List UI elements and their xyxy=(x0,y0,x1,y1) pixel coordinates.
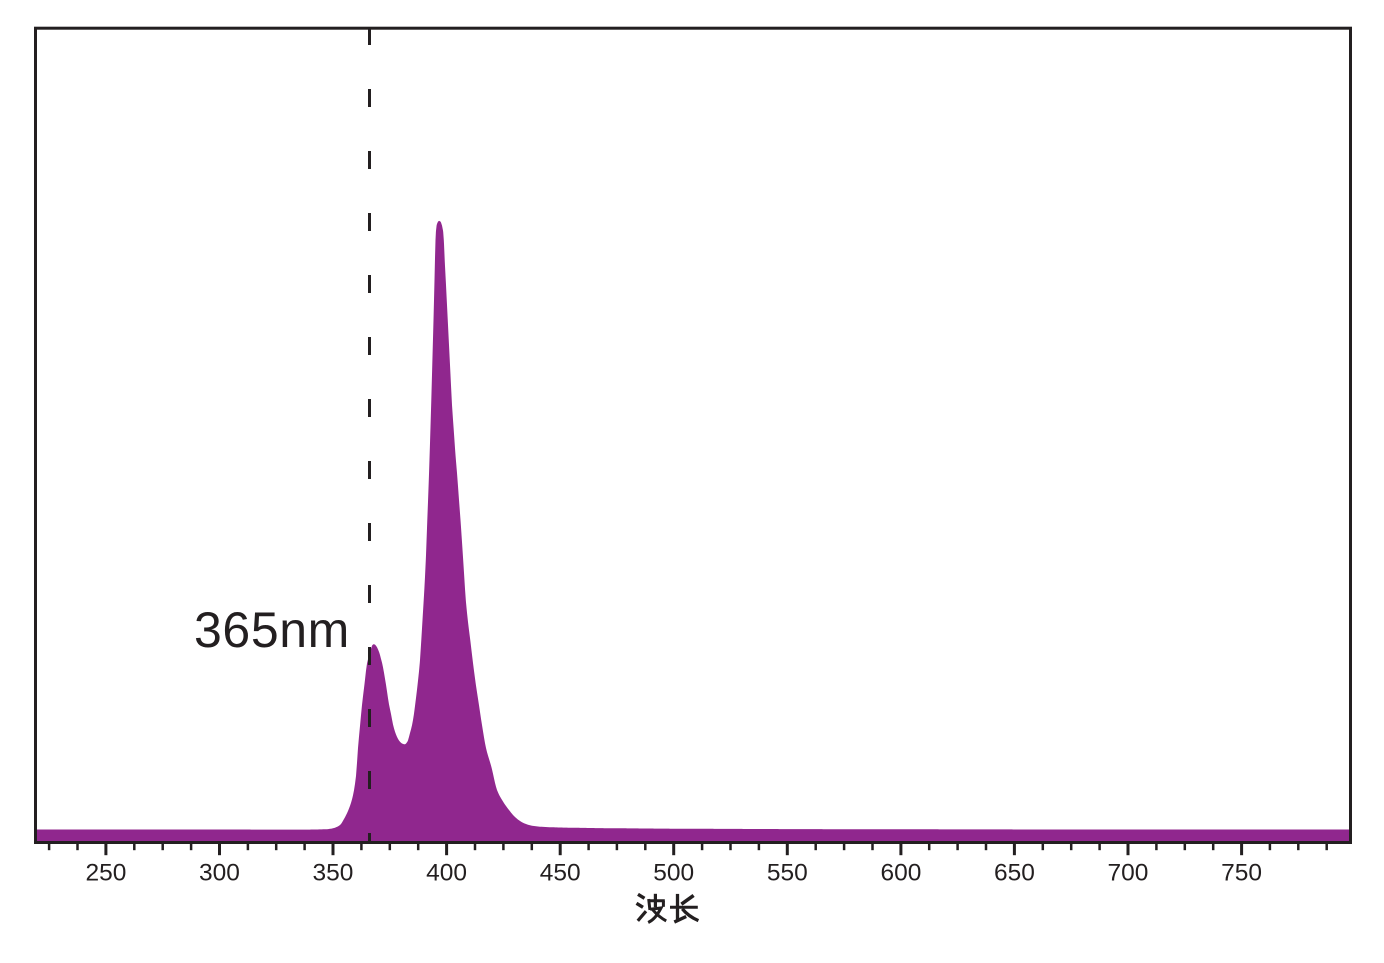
svg-text:600: 600 xyxy=(880,860,921,887)
svg-text:350: 350 xyxy=(313,860,354,887)
svg-text:300: 300 xyxy=(199,860,240,887)
svg-text:400: 400 xyxy=(426,860,467,887)
svg-text:650: 650 xyxy=(994,860,1035,887)
svg-text:500: 500 xyxy=(653,860,694,887)
svg-text:700: 700 xyxy=(1108,860,1149,887)
svg-text:250: 250 xyxy=(85,860,126,887)
svg-text:450: 450 xyxy=(540,860,581,887)
svg-text:365nm: 365nm xyxy=(194,602,350,658)
svg-text:550: 550 xyxy=(767,860,808,887)
svg-text:750: 750 xyxy=(1221,860,1262,887)
